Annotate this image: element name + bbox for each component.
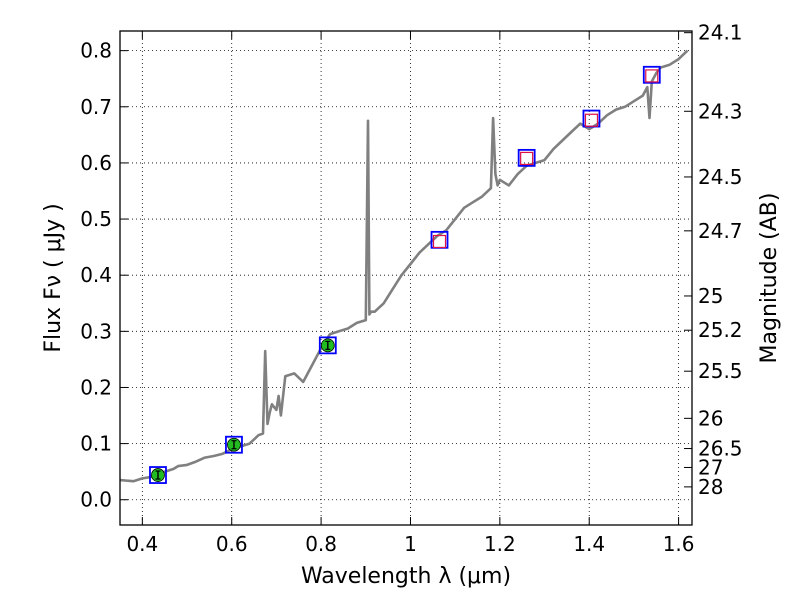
blue-square-marker <box>642 65 661 84</box>
magnitude-tick-label: 28 <box>698 475 723 499</box>
y-tick-label: 0.7 <box>80 95 112 119</box>
y-tick-label: 0.8 <box>80 39 112 63</box>
red-square-marker <box>520 151 534 166</box>
red-square-marker <box>584 113 599 127</box>
magnitude-tick-label: 27 <box>698 455 723 479</box>
grid-lines <box>120 31 692 525</box>
y-tick-label: 0.3 <box>80 319 112 343</box>
y-tick-label: 0.0 <box>80 488 112 512</box>
right-axis-title: Magnitude (AB) <box>757 193 782 364</box>
spectrum-line <box>119 49 689 483</box>
x-tick-label: 1 <box>404 532 417 556</box>
plot-frame <box>119 30 693 526</box>
x-tick-label: 1.4 <box>573 532 605 556</box>
x-tick-label: 0.6 <box>216 532 248 556</box>
x-tick-label: 1.2 <box>484 532 516 556</box>
magnitude-tick-label: 24.3 <box>698 99 743 123</box>
magnitude-tick-label: 24.7 <box>698 219 743 243</box>
blue-square-marker <box>225 435 243 454</box>
x-tick-label: 0.8 <box>305 532 337 556</box>
magnitude-tick-label: 25 <box>698 284 723 308</box>
photometry-markers <box>149 65 661 484</box>
y-tick-label: 0.5 <box>80 207 112 231</box>
magnitude-tick-label: 24.1 <box>698 21 743 45</box>
magnitude-tick-label: 24.5 <box>698 165 743 189</box>
spectrum-series <box>119 49 689 483</box>
x-axis-ticks: 0.4 0.6 0.8 1 1.2 1.4 1.6 <box>126 31 695 556</box>
magnitude-tick-label: 25.5 <box>698 359 743 383</box>
y-tick-label: 0.2 <box>80 375 112 399</box>
red-square-marker <box>645 69 659 83</box>
magnitude-tick-label: 25.2 <box>698 318 743 342</box>
x-tick-label: 0.4 <box>126 532 158 556</box>
x-tick-label: 1.6 <box>663 532 695 556</box>
y-tick-label: 0.1 <box>80 432 112 456</box>
blue-square-marker <box>149 466 167 484</box>
red-square-marker <box>432 234 447 249</box>
magnitude-tick-label: 26.5 <box>698 437 743 461</box>
y-axis-ticks: 0.0 0.1 0.2 0.3 0.4 0.5 0.6 0.7 0.8 <box>80 39 128 512</box>
blue-square-marker <box>318 336 337 355</box>
magnitude-tick-label: 26 <box>698 406 723 430</box>
x-axis-title: Wavelength λ (μm) <box>301 564 511 589</box>
blue-square-marker <box>517 148 536 167</box>
y-tick-label: 0.4 <box>80 263 112 287</box>
y-tick-label: 0.6 <box>80 151 112 175</box>
y-axis-title: Flux Fν ( μJy ) <box>41 203 66 352</box>
